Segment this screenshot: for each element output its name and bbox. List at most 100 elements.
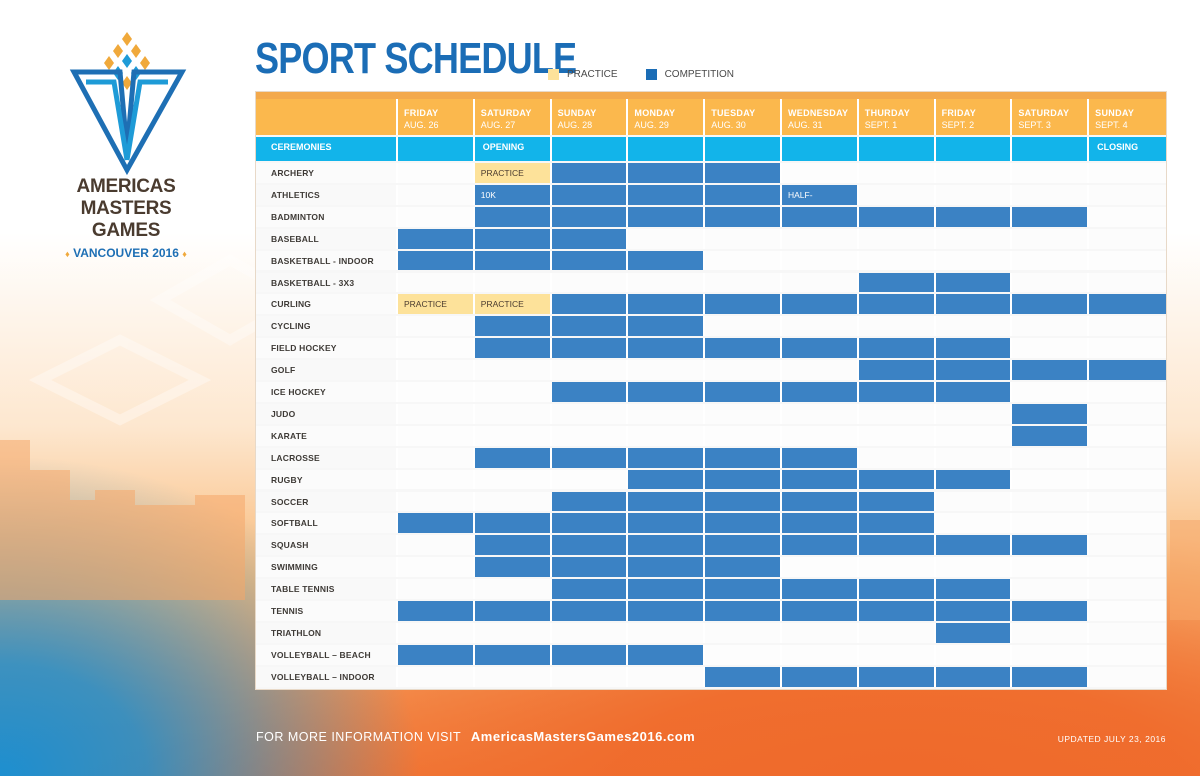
empty-cell [474,425,552,446]
empty-cell [398,579,475,599]
empty-cell [474,491,552,512]
competition-cell [781,601,859,621]
ceremonies-row: CEREMONIES OPENING CLOSING [256,137,1166,161]
competition-cell [628,338,706,359]
diamond-icon: ♦ [65,249,70,259]
empty-cell [858,316,936,337]
competition-cell [628,447,706,468]
empty-cell [1012,469,1090,490]
empty-cell [551,622,629,643]
empty-cell [1012,491,1090,512]
sport-name: TENNIS [256,601,398,621]
competition-cell [628,294,706,315]
empty-cell [935,425,1013,446]
day-header-cell: FRIDAY AUG. 26 [398,99,475,135]
day-name: MONDAY [634,108,676,118]
empty-cell [935,228,1013,249]
empty-cell [1089,250,1166,271]
sport-name: GOLF [256,360,398,380]
empty-cell [935,513,1013,534]
empty-cell [705,272,782,293]
competition-cell [551,184,629,205]
empty-cell [781,228,859,249]
ceremonies-label: CEREMONIES [256,137,398,161]
sport-row: SOFTBALL [256,513,1166,534]
footer-url-link[interactable]: AmericasMastersGames2016.com [470,729,696,744]
empty-cell [1089,382,1166,402]
empty-cell [628,403,706,424]
empty-cell [1089,491,1166,512]
empty-cell [398,425,475,446]
practice-cell: PRACTICE [474,294,552,315]
day-date: AUG. 26 [404,120,439,130]
competition-cell [628,579,706,599]
competition-cell [781,382,859,402]
competition-cell [781,535,859,556]
competition-cell [628,163,706,183]
empty-cell [398,535,475,556]
sport-name: SOFTBALL [256,513,398,534]
header-corner-cell [256,99,398,135]
empty-cell [1089,622,1166,643]
empty-cell [858,425,936,446]
logo-chevrons [69,69,187,176]
empty-cell [858,184,936,205]
empty-cell [858,250,936,271]
competition-cell [551,294,629,315]
empty-cell [1012,579,1090,599]
ceremony-cell: CLOSING [1089,137,1166,161]
empty-cell [398,382,475,402]
competition-cell [935,622,1013,643]
sport-name: KARATE [256,425,398,446]
sport-name: TRIATHLON [256,622,398,643]
empty-cell [781,557,859,578]
sport-row: ATHLETICS 10K HALF-MARATHON [256,184,1166,220]
competition-cell [705,601,782,621]
empty-cell [398,469,475,490]
empty-cell [1089,206,1166,227]
day-name: FRIDAY [404,108,439,118]
competition-cell [398,228,475,249]
empty-cell [935,557,1013,578]
empty-cell [935,163,1013,183]
empty-cell [1012,382,1090,402]
competition-cell [474,250,552,271]
competition-cell [781,491,859,512]
sport-row: KARATE [256,425,1166,446]
empty-cell [551,425,629,446]
competition-cell [398,513,475,534]
competition-cell [474,557,552,578]
sport-row: VOLLEYBALL – BEACH [256,644,1166,665]
ceremony-cell [935,137,1013,161]
sport-name: SOCCER [256,491,398,512]
competition-cell [935,360,1013,380]
day-date: AUG. 30 [711,120,746,130]
empty-cell [474,579,552,599]
sport-row: BASKETBALL - 3X3 [256,272,1166,293]
competition-cell [1089,360,1166,380]
empty-cell [1089,338,1166,359]
competition-cell [935,666,1013,687]
day-header-cell: FRIDAY SEPT. 2 [935,99,1013,135]
ceremony-cell [858,137,936,161]
empty-cell [1089,163,1166,183]
empty-cell [1012,250,1090,271]
ceremony-cell [398,137,475,161]
empty-cell [1089,513,1166,534]
empty-cell [398,338,475,359]
sport-name: CURLING [256,294,398,315]
day-date: SEPT. 2 [941,120,975,130]
competition-cell [705,491,782,512]
day-date: AUG. 27 [480,120,516,130]
ceremony-cell [628,137,706,161]
footer-prefix: FOR MORE INFORMATION VISIT [256,730,461,744]
competition-cell [781,666,859,687]
competition-cell [551,557,629,578]
competition-cell [858,338,936,359]
ceremony-cell [1012,137,1090,161]
sport-row: TENNIS [256,601,1166,621]
empty-cell [1089,184,1166,205]
day-header-cell: TUESDAY AUG. 30 [705,99,782,135]
competition-cell [781,338,859,359]
competition-cell [628,644,706,665]
